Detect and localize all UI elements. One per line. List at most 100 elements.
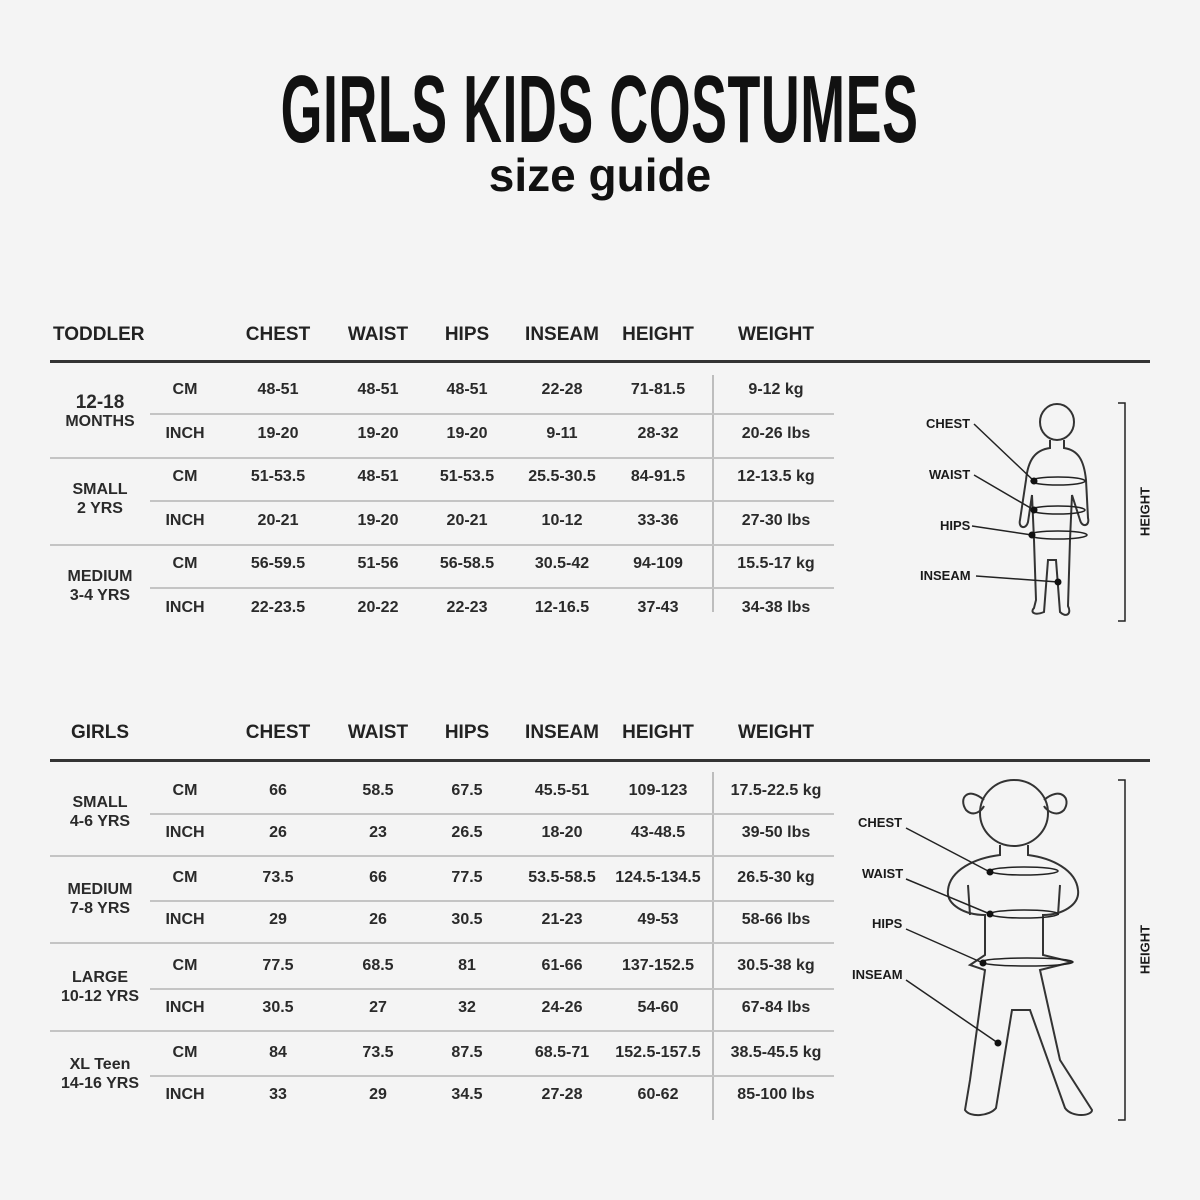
group-divider — [50, 1029, 834, 1032]
group-divider — [50, 942, 834, 945]
column-header: INSEAM — [525, 324, 599, 345]
table-cell: 61-66 — [541, 956, 583, 974]
table-cell: 22-23 — [446, 599, 488, 616]
table-cell: 30.5-42 — [534, 555, 590, 572]
size-age: 3-4 YRS — [69, 587, 131, 604]
table-cell: 9-12 kg — [748, 381, 804, 398]
table-cell: 73.5 — [262, 869, 294, 887]
unit-label: INCH — [165, 599, 205, 616]
weight-column-divider — [712, 375, 714, 612]
table-cell: 19-20 — [357, 512, 399, 529]
table-cell: 20-22 — [357, 599, 399, 616]
girl-measure-dots — [979, 868, 1002, 1047]
table-cell: 81 — [458, 956, 476, 974]
column-header: HIPS — [444, 324, 490, 345]
table-title: GIRLS — [71, 722, 130, 743]
column-header: INSEAM — [525, 722, 599, 743]
table-cell: 33 — [269, 1085, 287, 1103]
table-cell: 26.5 — [451, 824, 483, 841]
table-cell: 15.5-17 kg — [737, 555, 815, 572]
table-cell: 67-84 lbs — [741, 998, 811, 1016]
table-cell: 43-48.5 — [630, 824, 686, 841]
size-group-label: SMALL 4-6 YRS — [70, 793, 130, 831]
column-header: WAIST — [347, 324, 409, 345]
column-header: WEIGHT — [738, 324, 814, 345]
table-cell: 84 — [269, 1043, 287, 1061]
column-header: HEIGHT — [622, 324, 694, 345]
table-cell: 51-56 — [357, 555, 399, 572]
size-group-label: MEDIUM 3-4 YRS — [68, 567, 133, 605]
page-subtitle: size guide — [488, 149, 712, 201]
figure-label: INSEAM — [920, 568, 971, 583]
table-cell: 24-26 — [541, 998, 583, 1016]
table-cell: 22-28 — [541, 381, 583, 398]
size-name: MEDIUM — [67, 881, 133, 899]
table-cell: 56-58.5 — [439, 555, 495, 572]
table-cell: 38.5-45.5 kg — [730, 1043, 822, 1061]
table-cell: 22-23.5 — [250, 599, 306, 616]
table-cell: 17.5-22.5 kg — [730, 782, 822, 799]
size-name: 12-18 — [75, 392, 125, 413]
toddler-body-outline — [1018, 403, 1090, 616]
column-header: WEIGHT — [738, 722, 814, 743]
table-cell: 10-12 — [541, 512, 583, 529]
title-text: GIRLS KIDS COSTUMES — [281, 56, 919, 163]
table-cell: 30.5 — [262, 998, 294, 1016]
table-cell: 9-11 — [546, 425, 578, 442]
table-cell: 26 — [269, 824, 287, 841]
table-cell: 48-51 — [357, 381, 399, 398]
table-cell: 19-20 — [446, 425, 488, 442]
table-cell: 39-50 lbs — [741, 824, 811, 841]
page-title: GIRLS KIDS COSTUMES — [0, 62, 1200, 158]
row-divider — [150, 813, 834, 815]
figure-label: WAIST — [929, 467, 971, 482]
column-header: HEIGHT — [622, 722, 694, 743]
table-cell: 66 — [269, 782, 287, 799]
table-cell: 58-66 lbs — [741, 911, 811, 929]
table-cell: 73.5 — [362, 1043, 394, 1061]
table-cell: 48-51 — [257, 381, 299, 398]
table-cell: 84-91.5 — [630, 468, 686, 485]
table-cell: 34.5 — [451, 1085, 483, 1103]
height-label: HEIGHT — [1137, 486, 1153, 537]
table-cell: 71-81.5 — [630, 381, 686, 398]
column-header: HIPS — [444, 722, 490, 743]
girl-body-outline — [946, 779, 1094, 1116]
size-name: SMALL — [72, 481, 128, 498]
table-cell: 28-32 — [637, 425, 679, 442]
size-name: SMALL — [72, 794, 128, 811]
header-divider — [50, 360, 1150, 363]
table-cell: 77.5 — [262, 956, 294, 974]
row-divider — [150, 987, 834, 990]
unit-label: INCH — [165, 1085, 205, 1103]
table-cell: 137-152.5 — [621, 956, 695, 974]
row-divider — [150, 587, 834, 589]
column-header: WAIST — [347, 722, 409, 743]
size-group-label: 12-18 MONTHS — [65, 393, 134, 431]
table-cell: 32 — [458, 998, 476, 1016]
table-cell: 51-53.5 — [250, 468, 306, 485]
table-cell: 12-13.5 kg — [737, 468, 815, 485]
table-cell: 66 — [369, 869, 387, 887]
unit-label: CM — [172, 468, 198, 485]
row-divider — [150, 900, 834, 903]
unit-label: CM — [172, 782, 198, 799]
table-cell: 23 — [369, 824, 387, 841]
group-divider — [50, 457, 834, 459]
size-age: 14-16 YRS — [61, 1074, 139, 1092]
size-group-label: LARGE 10-12 YRS — [61, 968, 139, 1006]
header-divider — [50, 759, 1150, 762]
table-cell: 30.5-38 kg — [737, 956, 815, 974]
table-cell: 19-20 — [257, 425, 299, 442]
table-cell: 26.5-30 kg — [737, 869, 815, 887]
group-divider — [50, 544, 834, 546]
size-age: 4-6 YRS — [69, 813, 131, 830]
toddler-measure-lines — [971, 402, 1126, 622]
table-cell: 60-62 — [637, 1085, 679, 1103]
unit-label: CM — [172, 381, 198, 398]
table-cell: 37-43 — [637, 599, 679, 616]
table-cell: 109-123 — [628, 782, 688, 799]
unit-label: CM — [172, 1043, 198, 1061]
table-cell: 68.5 — [362, 956, 394, 974]
table-cell: 29 — [269, 911, 287, 929]
